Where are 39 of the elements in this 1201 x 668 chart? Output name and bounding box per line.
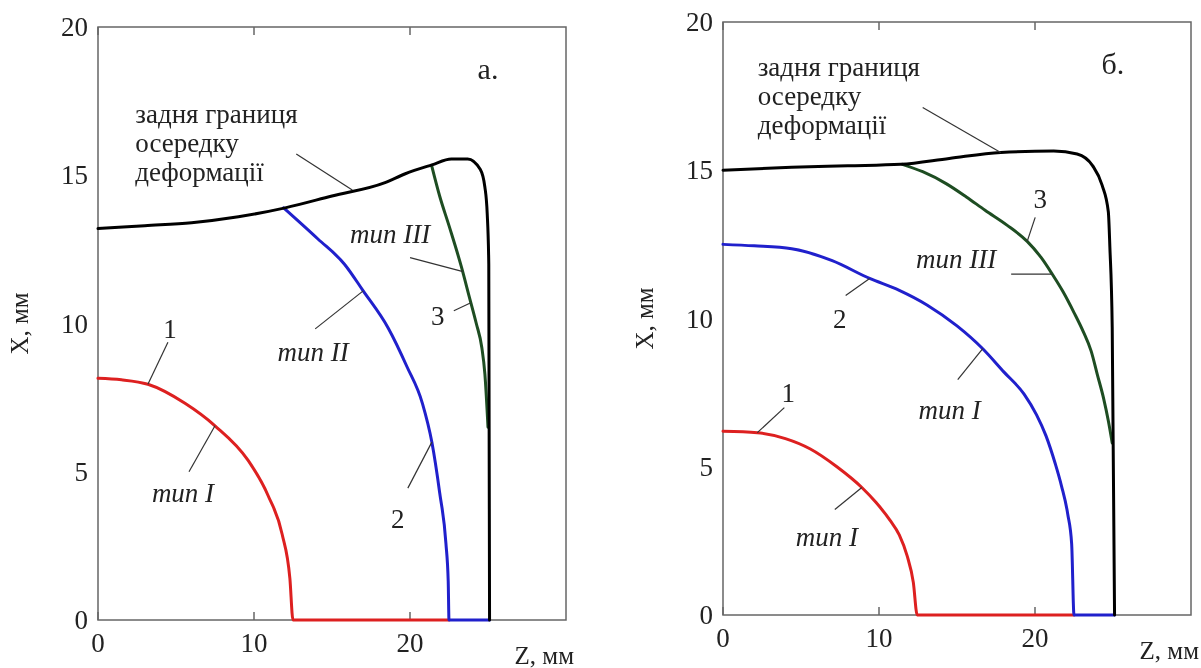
y-axis-title: X, мм [631, 287, 658, 350]
x-axis-title: Z, мм [514, 642, 575, 668]
annotation: 3 [1033, 184, 1047, 215]
y-tick-label: 10 [686, 303, 713, 334]
y-tick-label: 20 [686, 7, 713, 37]
y-tick-label: 5 [74, 456, 88, 487]
y-tick-label: 10 [61, 308, 88, 339]
annotation: тип I [918, 394, 983, 425]
x-axis-title: Z, мм [1139, 637, 1200, 664]
line-series [96, 376, 451, 622]
annotation: б. [1101, 47, 1125, 80]
annotation: тип I [795, 521, 860, 552]
line-series [430, 164, 490, 429]
annotation: 2 [832, 304, 847, 335]
x-tick-label: 20 [1021, 623, 1049, 653]
line-series [721, 242, 1117, 617]
y-tick-label: 15 [61, 160, 88, 191]
annotation: 2 [391, 504, 405, 535]
y-axis-title: X, мм [6, 292, 33, 355]
y-tick-label: 5 [699, 451, 713, 482]
annotation: 1 [163, 314, 177, 345]
x-tick-label: 10 [240, 628, 268, 658]
annotation: задня границя осередку деформації [135, 99, 305, 188]
y-tick-label: 20 [61, 12, 88, 42]
annotation: тип II [277, 336, 351, 367]
annotation: тип III [916, 244, 999, 275]
annotation: тип III [349, 218, 433, 249]
x-tick-label: 10 [865, 623, 893, 653]
annotation: тип I [151, 477, 217, 508]
annotation: 3 [431, 300, 445, 331]
y-tick-label: 0 [699, 600, 713, 630]
annotation: 1 [781, 377, 796, 408]
annotation: а. [477, 52, 499, 85]
annotation: задня границя осередку деформації [757, 52, 927, 141]
y-tick-label: 15 [686, 155, 713, 186]
line-series [96, 157, 492, 622]
line-series [721, 429, 1076, 617]
x-tick-label: 20 [396, 628, 424, 658]
line-series [721, 149, 1117, 617]
